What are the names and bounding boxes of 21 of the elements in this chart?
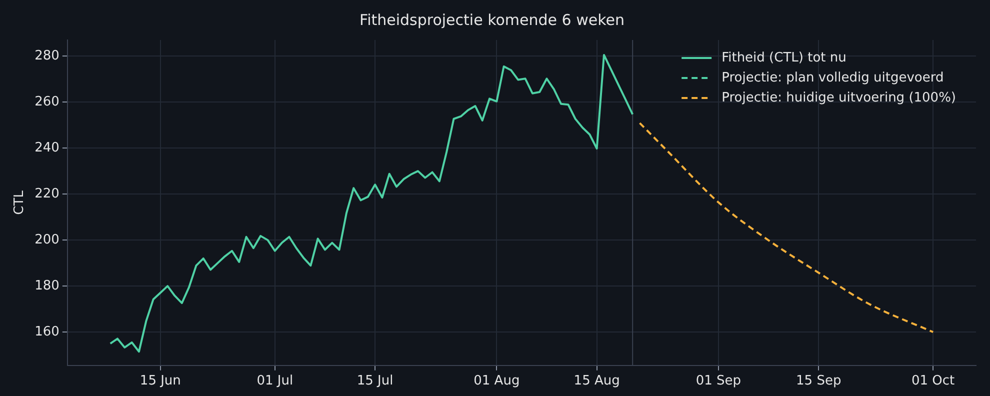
legend-label: Projectie: huidige uitvoering (100%) bbox=[722, 90, 956, 106]
x-tick-label: 01 Aug bbox=[474, 374, 520, 389]
y-tick-label: 280 bbox=[34, 48, 60, 64]
legend-label: Projectie: plan volledig uitgevoerd bbox=[722, 70, 944, 86]
x-tick-label: 15 Jun bbox=[140, 374, 181, 389]
legend-label: Fitheid (CTL) tot nu bbox=[722, 50, 846, 66]
y-tick-label: 200 bbox=[34, 232, 60, 248]
y-tick-label: 240 bbox=[34, 140, 60, 156]
line-series bbox=[638, 122, 934, 334]
y-tick-label: 160 bbox=[34, 324, 60, 340]
y-axis-title: CTL bbox=[12, 190, 28, 215]
x-tick-label: 15 Sep bbox=[796, 374, 842, 389]
chart-title: Fitheidsprojectie komende 6 weken bbox=[360, 10, 624, 29]
y-tick-label: 260 bbox=[34, 94, 60, 110]
y-tick-label: 180 bbox=[34, 278, 60, 294]
x-tick-label: 01 Sep bbox=[696, 374, 742, 389]
x-tick-label: 01 Oct bbox=[911, 374, 955, 389]
x-tick-label: 01 Jul bbox=[256, 374, 294, 389]
y-tick-label: 220 bbox=[34, 186, 60, 202]
x-tick-label: 15 Aug bbox=[574, 374, 620, 389]
x-tick-label: 15 Jul bbox=[356, 374, 394, 389]
